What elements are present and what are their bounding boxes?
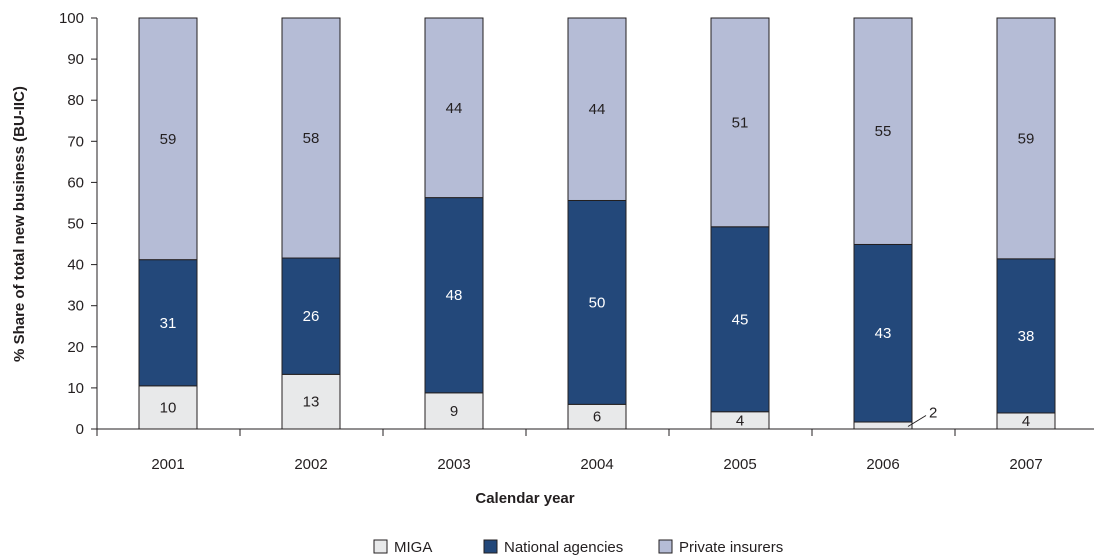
data-label: 38 bbox=[1018, 328, 1035, 345]
data-label: 51 bbox=[732, 114, 749, 131]
bar-miga-2003 bbox=[424, 392, 484, 430]
x-axis-title: Calendar year bbox=[475, 490, 574, 507]
data-label: 6 bbox=[593, 409, 601, 426]
bar-private-insurers-2003 bbox=[424, 17, 484, 199]
y-tick-label: 0 bbox=[76, 421, 84, 438]
data-label: 45 bbox=[732, 311, 749, 328]
data-label: 2 bbox=[929, 405, 937, 422]
bar-national-agencies-2003 bbox=[424, 197, 484, 394]
y-tick-label: 90 bbox=[67, 51, 84, 68]
x-tick-label: 2002 bbox=[294, 456, 327, 473]
x-tick-label: 2005 bbox=[723, 456, 756, 473]
data-label: 4 bbox=[1022, 413, 1030, 430]
bar-miga-2002 bbox=[281, 373, 341, 430]
x-tick-label: 2006 bbox=[866, 456, 899, 473]
bars bbox=[138, 17, 1056, 430]
bar-national-agencies-2002 bbox=[281, 257, 341, 375]
bar-national-agencies-2005 bbox=[710, 226, 770, 413]
bar-private-insurers-2006 bbox=[853, 17, 913, 245]
data-label: 59 bbox=[1018, 130, 1035, 147]
data-label: 59 bbox=[160, 131, 177, 148]
data-label: 50 bbox=[589, 294, 606, 311]
data-label: 13 bbox=[303, 394, 320, 411]
legend-swatch-private-insurers bbox=[658, 539, 673, 554]
legend-label: Private insurers bbox=[679, 539, 783, 556]
bar-private-insurers-2005 bbox=[710, 17, 770, 228]
y-axis: 0 10 20 30 40 50 60 70 80 90 100 bbox=[59, 10, 98, 438]
y-axis-title: % Share of total new business (BU-IIC) bbox=[11, 86, 28, 362]
data-label: 58 bbox=[303, 130, 320, 147]
data-label: 48 bbox=[446, 287, 463, 304]
bar-private-insurers-2007 bbox=[996, 17, 1056, 260]
bar-miga-2004 bbox=[567, 403, 627, 430]
legend-label: MIGA bbox=[394, 539, 432, 556]
bar-private-insurers-2001 bbox=[138, 17, 198, 261]
x-tick-label: 2004 bbox=[580, 456, 613, 473]
y-tick-label: 20 bbox=[67, 339, 84, 356]
data-label: 31 bbox=[160, 315, 177, 332]
leader-line bbox=[907, 415, 927, 427]
legend: MIGA National agencies Private insurers bbox=[373, 539, 783, 556]
y-tick-label: 50 bbox=[67, 216, 84, 233]
data-label: 9 bbox=[450, 403, 458, 420]
legend-swatch-national-agencies bbox=[483, 539, 498, 554]
data-label: 26 bbox=[303, 308, 320, 325]
data-label: 43 bbox=[875, 325, 892, 342]
data-label: 10 bbox=[160, 399, 177, 416]
x-tick-label: 2001 bbox=[151, 456, 184, 473]
legend-label: National agencies bbox=[504, 539, 623, 556]
bar-private-insurers-2002 bbox=[281, 17, 341, 259]
y-tick-label: 70 bbox=[67, 133, 84, 150]
x-axis: 2001 2002 2003 2004 2005 2006 2007 bbox=[96, 428, 1094, 473]
data-label: 55 bbox=[875, 123, 892, 140]
y-tick-label: 100 bbox=[59, 10, 84, 27]
bar-miga-2006 bbox=[853, 421, 913, 430]
data-label: 4 bbox=[736, 412, 744, 429]
y-tick-label: 30 bbox=[67, 298, 84, 315]
y-tick-label: 60 bbox=[67, 174, 84, 191]
bar-national-agencies-2004 bbox=[567, 199, 627, 405]
bar-private-insurers-2004 bbox=[567, 17, 627, 201]
y-tick-label: 80 bbox=[67, 92, 84, 109]
y-tick-label: 40 bbox=[67, 257, 84, 274]
data-label: 44 bbox=[589, 101, 606, 118]
x-tick-label: 2007 bbox=[1009, 456, 1042, 473]
legend-swatch-miga bbox=[373, 539, 388, 554]
y-tick-label: 10 bbox=[67, 380, 84, 397]
x-tick-label: 2003 bbox=[437, 456, 470, 473]
bar-miga-2001 bbox=[138, 385, 198, 430]
bar-national-agencies-2001 bbox=[138, 259, 198, 387]
data-label: 44 bbox=[446, 100, 463, 117]
bar-national-agencies-2007 bbox=[996, 258, 1056, 414]
